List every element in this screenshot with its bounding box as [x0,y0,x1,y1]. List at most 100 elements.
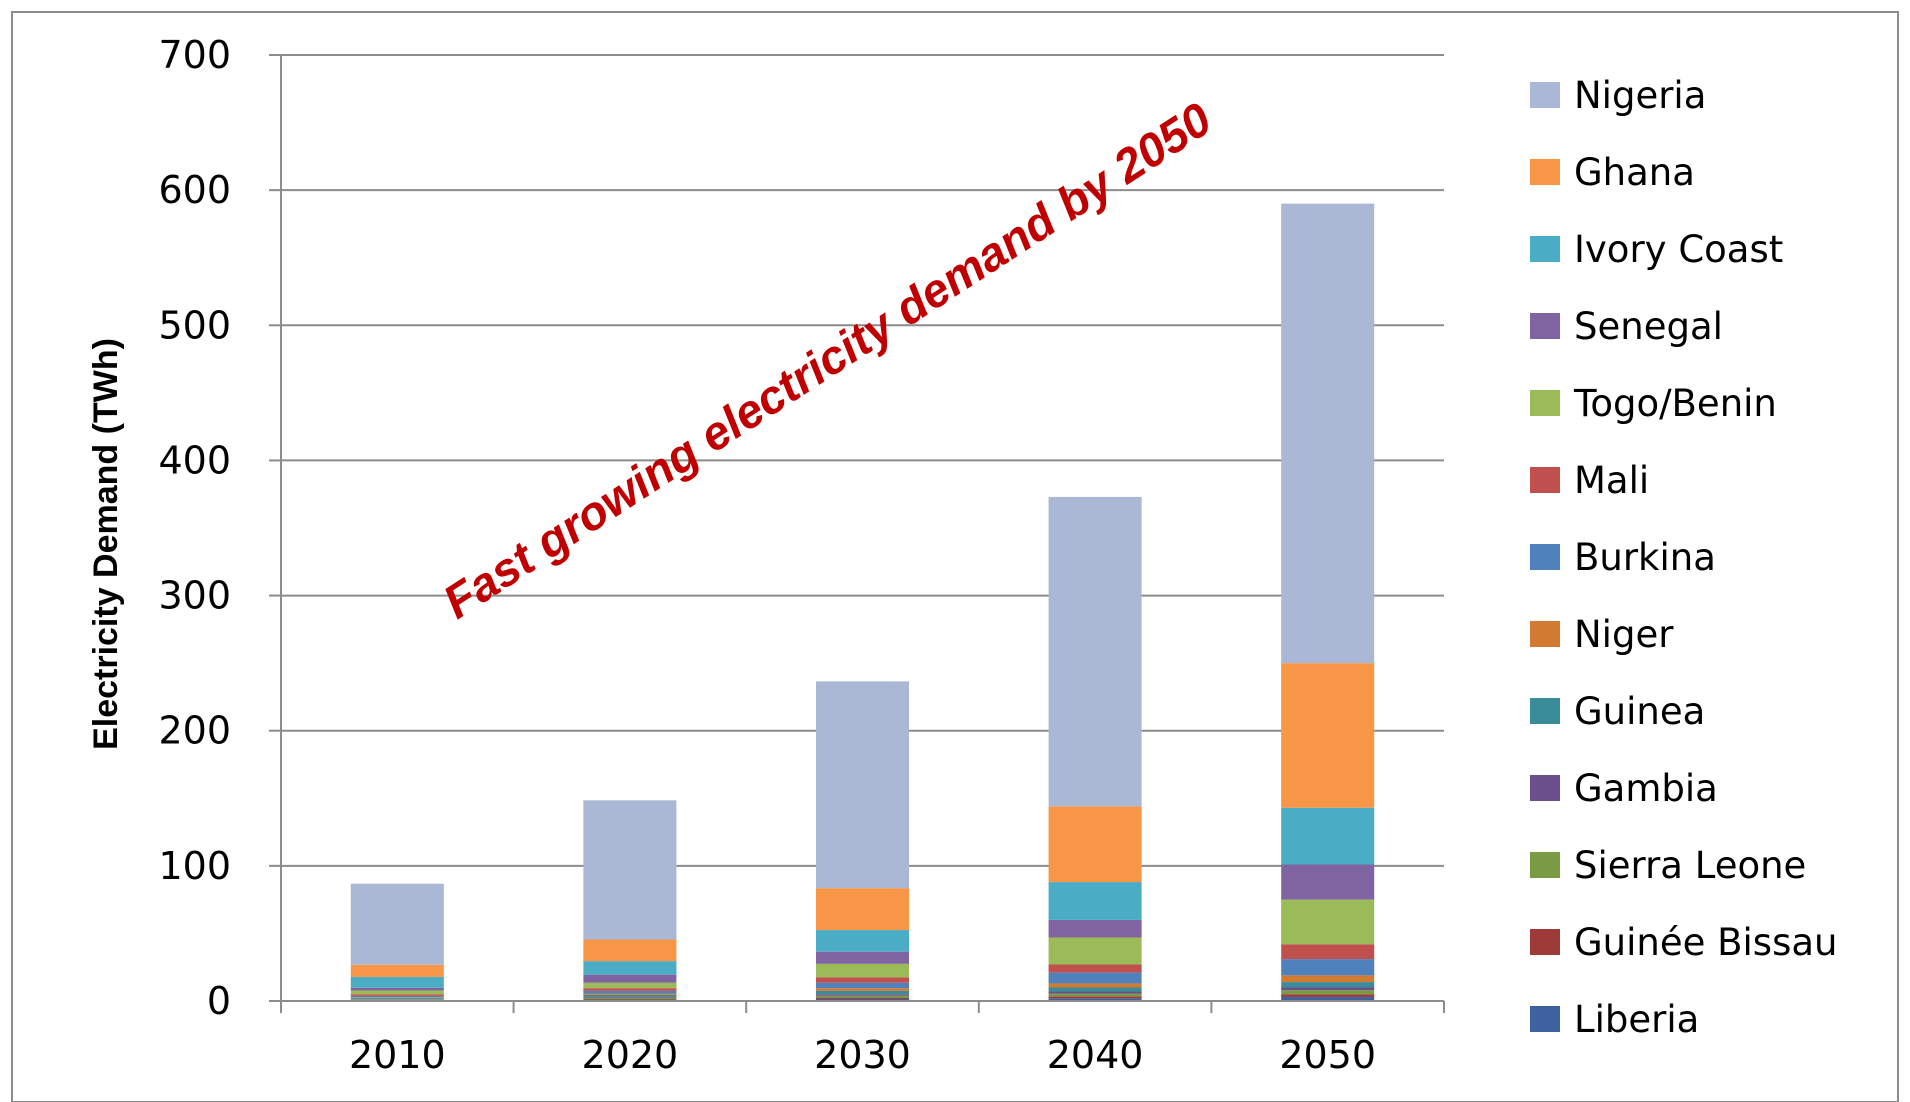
bar-segment-ghana-2030 [816,888,909,930]
bar-segment-nigeria-2030 [816,681,909,888]
bar-segment-niger-2030 [816,988,909,991]
legend-swatch [1530,775,1560,801]
bar-segment-ghana-2010 [351,965,444,977]
bar-segment-niger-2010 [351,997,444,998]
y-tick-label: 600 [158,168,231,212]
bar-segment-guinea-2010 [351,998,444,999]
y-tick-label: 500 [158,303,231,347]
legend-swatch [1530,621,1560,647]
bar-segment-senegal-2050 [1281,865,1374,900]
bar-segment-nigeria-2040 [1049,497,1142,806]
bar-segment-guinea-2030 [816,991,909,994]
legend-swatch [1530,159,1560,185]
bar-segment-niger-2050 [1281,975,1374,982]
bar-segment-niger-2020 [583,994,676,995]
bar-segment-senegal-2010 [351,988,444,991]
x-tick-label: 2020 [582,1033,679,1077]
bar-segment-nigeria-2050 [1281,204,1374,663]
legend-label: Burkina [1574,536,1716,579]
legend-swatch [1530,313,1560,339]
x-tick-label: 2050 [1279,1033,1376,1077]
legend-label: Togo/Benin [1573,382,1777,425]
legend-label: Liberia [1574,998,1699,1041]
bar-segment-ivory-coast-2050 [1281,808,1374,865]
y-tick-label: 300 [158,574,231,618]
legend-swatch [1530,1006,1560,1032]
x-tick-label: 2010 [349,1033,446,1077]
bar-segment-sierra-leone-2010 [351,999,444,1000]
y-axis-title: Electricity Demand (TWh) [87,338,125,750]
bar-segment-gambia-2040 [1049,992,1142,994]
bar-segment-burkina-2030 [816,983,909,988]
y-tick-label: 100 [158,844,231,888]
bar-segment-togo-benin-2020 [583,983,676,988]
bar-segment-togo-benin-2030 [816,964,909,978]
legend-label: Nigeria [1574,74,1706,117]
legend-swatch [1530,929,1560,955]
bar-segment-guinea-2020 [583,995,676,997]
bar-segment-guin-e-bissau-2050 [1281,994,1374,997]
legend-label: Mali [1574,459,1649,502]
x-tick-label: 2030 [814,1033,911,1077]
bar-segment-senegal-2040 [1049,920,1142,938]
bar-segment-guin-e-bissau-2020 [583,999,676,1000]
bar-segment-burkina-2040 [1049,973,1142,984]
bar-segment-sierra-leone-2020 [583,998,676,999]
bar-segment-ghana-2040 [1049,806,1142,882]
bar-segment-ivory-coast-2010 [351,977,444,988]
bar-segment-nigeria-2020 [583,800,676,939]
bar-segment-burkina-2050 [1281,959,1374,975]
y-tick-label: 400 [158,438,231,482]
bar-segment-togo-benin-2050 [1281,900,1374,945]
bar-segment-mali-2020 [583,988,676,991]
bar-segment-ivory-coast-2030 [816,930,909,952]
legend-label: Ghana [1574,151,1695,194]
legend-swatch [1530,698,1560,724]
legend-label: Ivory Coast [1574,228,1783,271]
x-tick-label: 2040 [1047,1033,1144,1077]
y-tick-label: 200 [158,709,231,753]
bar-segment-senegal-2030 [816,952,909,964]
bar-segment-burkina-2010 [351,996,444,997]
bar-segment-burkina-2020 [583,991,676,994]
bar-segment-togo-benin-2040 [1049,937,1142,964]
bar-segment-ghana-2020 [583,940,676,962]
bar-segment-sierra-leone-2040 [1049,994,1142,997]
bar-segment-nigeria-2010 [351,884,444,965]
legend-label: Guinée Bissau [1574,921,1837,964]
y-tick-label: 0 [207,979,231,1023]
bar-segment-ivory-coast-2020 [583,961,676,975]
legend-swatch [1530,852,1560,878]
bar-segment-gambia-2050 [1281,987,1374,990]
legend-swatch [1530,390,1560,416]
bar-segment-mali-2010 [351,995,444,996]
legend-swatch [1530,544,1560,570]
legend-swatch [1530,82,1560,108]
bar-segment-gambia-2030 [816,994,909,995]
y-tick-label: 700 [158,33,231,77]
bar-segment-guinea-2040 [1049,987,1142,991]
legend-label: Niger [1574,613,1674,656]
bar-segment-gambia-2020 [583,997,676,998]
bar-segment-guin-e-bissau-2040 [1049,996,1142,998]
bar-segment-guin-e-bissau-2030 [816,998,909,999]
bar-segment-mali-2030 [816,977,909,982]
bar-segment-sierra-leone-2050 [1281,990,1374,994]
legend-swatch [1530,236,1560,262]
bar-segment-sierra-leone-2030 [816,996,909,998]
legend-label: Gambia [1574,767,1718,810]
legend-swatch [1530,467,1560,493]
bar-segment-mali-2050 [1281,944,1374,959]
bar-segment-mali-2040 [1049,965,1142,973]
bar-segment-guinea-2050 [1281,982,1374,987]
bar-segment-ghana-2050 [1281,663,1374,808]
legend-label: Sierra Leone [1574,844,1806,887]
bar-segment-togo-benin-2010 [351,990,444,994]
bar-segment-ivory-coast-2040 [1049,882,1142,920]
legend-label: Senegal [1574,305,1723,348]
bar-segment-niger-2040 [1049,983,1142,987]
bar-segment-senegal-2020 [583,975,676,983]
legend-label: Guinea [1574,690,1705,733]
